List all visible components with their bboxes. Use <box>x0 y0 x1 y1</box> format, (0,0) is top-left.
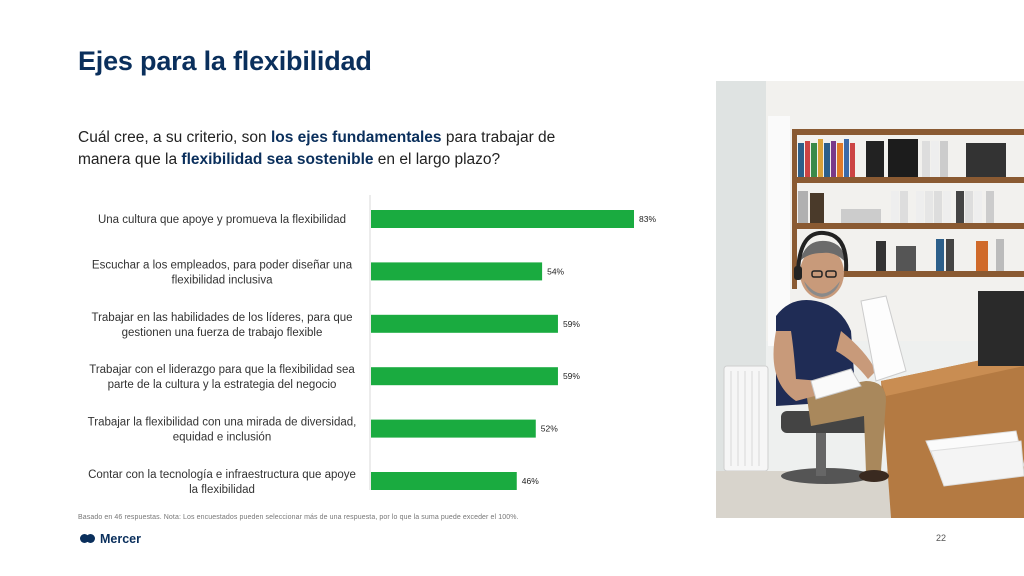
category-label-6: Contar con la tecnología e infraestructu… <box>88 469 356 496</box>
survey-question: Cuál cree, a su criterio, son los ejes f… <box>78 127 598 171</box>
slide-title: Ejes para la flexibilidad <box>78 46 372 76</box>
mercer-logo: Mercer <box>80 532 141 546</box>
page-number: 22 <box>936 533 947 543</box>
category-label-3: Trabajar en las habilidades de los líder… <box>91 312 352 339</box>
value-label-2: 54% <box>547 266 564 276</box>
mercer-logo-icon <box>80 534 95 544</box>
bar-chart: 83% Una cultura que apoye y promueva la f… <box>88 195 656 496</box>
category-label-4: Trabajar con el liderazgo para que la fl… <box>89 364 355 391</box>
question-text: en el largo plazo? <box>373 151 501 168</box>
value-label-1: 83% <box>639 214 656 224</box>
bar-6 <box>371 472 517 490</box>
office-photo <box>716 81 1024 518</box>
category-label-line: Contar con la tecnología e infraestructu… <box>88 469 356 481</box>
category-label-1: Una cultura que apoye y promueva la flex… <box>98 214 346 226</box>
question-text: para trabajar de manera que la <box>78 129 556 168</box>
category-label-line: Trabajar la flexibilidad con una mirada … <box>88 417 357 429</box>
question-emphasis: flexibilidad sea sostenible <box>181 151 374 168</box>
man-reading-at-desk-illustration <box>716 81 1024 518</box>
category-label-line: equidad e inclusión <box>173 432 271 444</box>
category-label-5: Trabajar la flexibilidad con una mirada … <box>88 417 357 444</box>
category-label-line: Una cultura que apoye y promueva la flex… <box>98 214 346 226</box>
value-label-4: 59% <box>563 371 580 381</box>
value-label-5: 52% <box>541 424 558 434</box>
category-label-line: Trabajar en las habilidades de los líder… <box>91 312 352 324</box>
category-label-line: Trabajar con el liderazgo para que la fl… <box>89 364 355 376</box>
category-label-line: Escuchar a los empleados, para poder dis… <box>92 259 353 271</box>
category-label-line: parte de la cultura y la estrategia del … <box>108 379 337 391</box>
category-label-2: Escuchar a los empleados, para poder dis… <box>92 259 353 286</box>
bar-3 <box>371 314 558 333</box>
footnote: Basado en 46 respuestas. Nota: Los encue… <box>78 514 519 521</box>
bar-5 <box>371 419 536 438</box>
category-label-line: gestionen una fuerza de trabajo flexible <box>122 327 323 339</box>
category-label-line: flexibilidad inclusiva <box>172 274 274 286</box>
value-label-3: 59% <box>563 319 580 329</box>
value-label-6: 46% <box>522 476 539 486</box>
bar-4 <box>371 367 558 386</box>
bar-1 <box>371 210 634 228</box>
question-text: Cuál cree, a su criterio, son <box>78 129 271 146</box>
category-label-line: la flexibilidad <box>189 484 255 496</box>
question-emphasis: los ejes fundamentales <box>270 129 442 146</box>
bar-2 <box>371 262 543 281</box>
mercer-logo-text: Mercer <box>100 532 141 546</box>
